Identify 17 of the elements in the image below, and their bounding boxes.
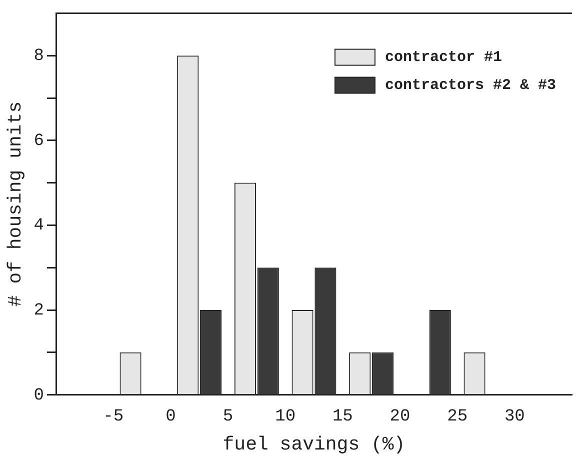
y-axis-title: # of housing units bbox=[4, 101, 26, 307]
x-axis-title: fuel savings (%) bbox=[222, 434, 406, 456]
legend-label: contractor #1 bbox=[384, 48, 502, 66]
x-tick-label: 5 bbox=[222, 408, 234, 426]
y-tick-label: 2 bbox=[34, 302, 44, 320]
legend-label: contractors #2 & #3 bbox=[384, 76, 556, 94]
x-tick-label: 10 bbox=[275, 408, 296, 426]
y-tick-label: 6 bbox=[34, 132, 44, 151]
y-tick-label: 4 bbox=[34, 216, 44, 236]
y-tick-label: 0 bbox=[34, 386, 44, 406]
x-tick-label: -5 bbox=[103, 408, 124, 426]
x-tick-label: 30 bbox=[504, 408, 525, 426]
x-tick-label: 15 bbox=[332, 408, 353, 426]
x-tick-label: 25 bbox=[447, 408, 468, 426]
x-tick-label: 20 bbox=[390, 408, 410, 426]
y-tick-label: 8 bbox=[34, 47, 44, 66]
x-tick-label: 0 bbox=[166, 408, 176, 426]
